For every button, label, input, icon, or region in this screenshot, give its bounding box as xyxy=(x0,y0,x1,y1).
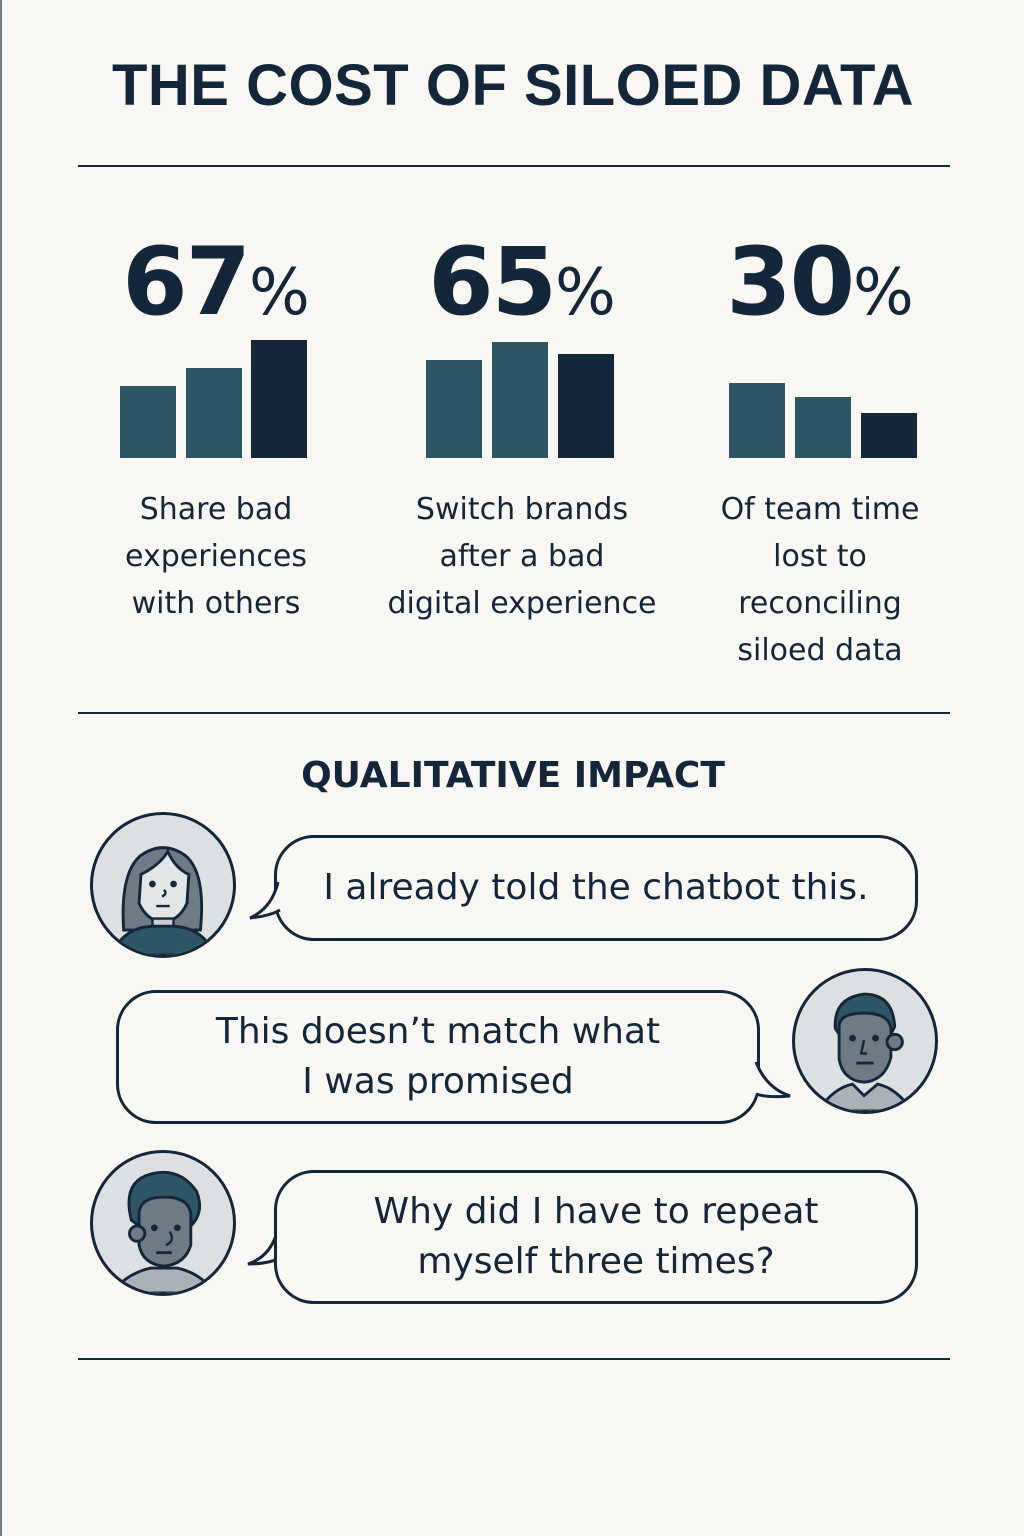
bar xyxy=(795,397,851,458)
man-avatar-icon xyxy=(792,968,938,1114)
stat-description: Share bad experiences with others xyxy=(125,492,307,621)
bar xyxy=(251,340,307,458)
stat-value: 65% xyxy=(428,228,616,337)
quote-bubble: This doesn’t match what I was promised xyxy=(116,990,760,1124)
stat-description: Of team time lost to reconciling siloed dat… xyxy=(720,492,920,668)
bar xyxy=(426,360,482,458)
quote-bubble: I already told the chatbot this. xyxy=(274,835,918,941)
bar xyxy=(729,383,785,458)
stat-switch-brands: 65% Switch brands after a bad digital expe… xyxy=(372,228,672,621)
quote-text: This doesn’t match what xyxy=(215,1011,661,1052)
bar xyxy=(861,413,917,458)
quote-text: I already told the chatbot this. xyxy=(323,867,869,908)
bubble-tail xyxy=(247,1227,281,1266)
section-heading: QUALITATIVE IMPACT xyxy=(301,755,725,796)
stat-team-time-lost: 30% Of team time lost to reconciling siloed… xyxy=(670,228,970,668)
mini-bar-chart xyxy=(66,338,366,458)
quote-text: myself three times? xyxy=(417,1241,775,1282)
divider xyxy=(78,165,950,167)
bar xyxy=(186,368,242,458)
stat-value: 67% xyxy=(122,228,310,337)
mini-bar-chart xyxy=(372,338,672,458)
quote-bubble: Why did I have to repeat myself three tim… xyxy=(274,1170,918,1304)
divider xyxy=(78,1358,950,1360)
stat-share-bad-experiences: 67% Share bad experiences with others xyxy=(66,228,366,621)
stat-value: 30% xyxy=(726,228,914,337)
quote-text: Why did I have to repeat xyxy=(373,1191,819,1232)
woman-avatar-icon xyxy=(90,812,236,958)
quote-text: I was promised xyxy=(302,1061,574,1102)
bar xyxy=(492,342,548,458)
young-man-avatar-icon xyxy=(90,1150,236,1296)
bar xyxy=(558,354,614,458)
bubble-tail xyxy=(754,1061,791,1099)
bar xyxy=(120,386,176,458)
mini-bar-chart xyxy=(670,338,970,458)
page-title: THE COST OF SILOED DATA xyxy=(111,53,914,118)
divider xyxy=(78,712,950,714)
bubble-tail xyxy=(249,881,281,920)
stat-description: Switch brands after a bad digital experien… xyxy=(387,492,657,621)
